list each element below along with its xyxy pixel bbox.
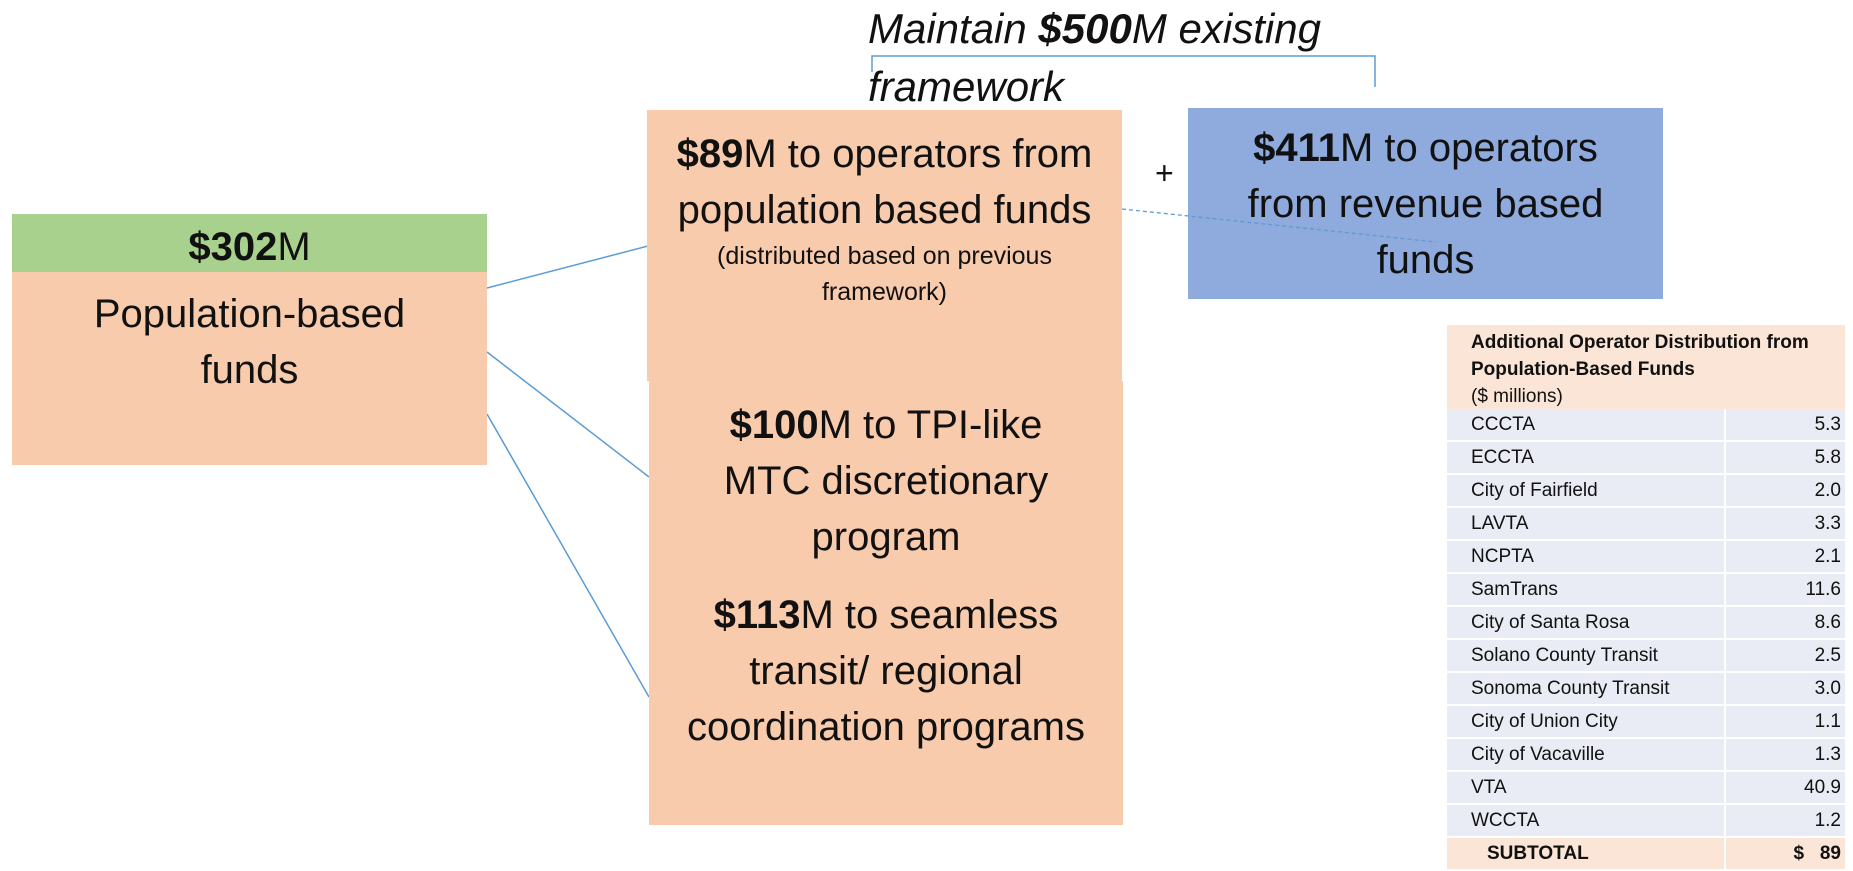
page: Maintain $500M existing framework $302 M …	[12, 0, 1845, 871]
row-value: 3.3	[1814, 513, 1841, 534]
dashed-link	[1121, 208, 1437, 243]
row-name: CCCTA	[1447, 409, 1726, 440]
operator-box: $89M to operators from population based …	[647, 110, 1122, 381]
row-name: City of Santa Rosa	[1447, 607, 1726, 638]
row-name: Sonoma County Transit	[1447, 673, 1726, 704]
table-row: City of Fairfield 2.0	[1447, 475, 1845, 508]
table-row: CCCTA 5.3	[1447, 409, 1845, 442]
box-note: (distributed based on previous framework…	[717, 242, 1052, 306]
plus-sign: +	[1155, 155, 1174, 191]
connector	[486, 245, 649, 289]
row-name: VTA	[1447, 772, 1726, 803]
row-value: 1.1	[1814, 711, 1841, 732]
row-value: 2.0	[1814, 480, 1841, 501]
table-row: SamTrans 11.6	[1447, 574, 1845, 607]
bracket	[871, 55, 1376, 87]
connector	[486, 413, 650, 698]
table-row: WCCTA 1.2	[1447, 805, 1845, 838]
program-box: $100M to TPI-like MTC discretionary prog…	[649, 381, 1123, 825]
box-amount: $100	[729, 403, 819, 447]
row-value: 2.5	[1814, 645, 1841, 666]
row-value: 1.2	[1814, 810, 1841, 831]
source-box: Population-based funds	[12, 272, 487, 465]
table-row: City of Vacaville 1.3	[1447, 739, 1845, 772]
header-suffix: M existing framework	[868, 5, 1321, 110]
header-amount: $500	[1038, 5, 1132, 52]
box-amount: $89	[676, 132, 744, 176]
program-item: $100M to TPI-like MTC discretionary prog…	[663, 397, 1109, 587]
source-header: $302M	[12, 214, 487, 272]
row-name: LAVTA	[1447, 508, 1726, 539]
box-amount: $411	[1253, 126, 1340, 170]
table-row: ECCTA 5.8	[1447, 442, 1845, 475]
source-label: Population-based funds	[93, 292, 406, 392]
source-unit: M	[277, 225, 311, 269]
box-text: M to TPI-like MTC discretionary program	[723, 403, 1049, 559]
row-value: 8.6	[1814, 612, 1841, 633]
box-amount: $113	[713, 593, 801, 637]
table-unit: ($ millions)	[1471, 386, 1563, 407]
table-row: VTA 40.9	[1447, 772, 1845, 805]
row-value: 40.9	[1804, 777, 1841, 798]
row-name: SUBTOTAL	[1447, 838, 1726, 869]
row-name: WCCTA	[1447, 805, 1726, 836]
row-name: City of Union City	[1447, 706, 1726, 737]
row-value: 1.3	[1814, 744, 1841, 765]
table-row: LAVTA 3.3	[1447, 508, 1845, 541]
row-name: City of Fairfield	[1447, 475, 1726, 506]
table-header: Additional Operator Distribution from Po…	[1447, 325, 1845, 409]
table-title: Additional Operator Distribution from Po…	[1471, 332, 1809, 380]
row-value: 3.0	[1814, 678, 1841, 699]
row-name: City of Vacaville	[1447, 739, 1726, 770]
table-row: City of Santa Rosa 8.6	[1447, 607, 1845, 640]
header-prefix: Maintain	[868, 5, 1039, 52]
connectors	[486, 55, 1376, 698]
row-name: ECCTA	[1447, 442, 1726, 473]
table-row: Sonoma County Transit 3.0	[1447, 673, 1845, 706]
total-row: SUBTOTAL $ 89	[1447, 838, 1845, 871]
table-body: CCCTA 5.3 ECCTA 5.8 City of Fairfield 2.0 LAVT…	[1447, 409, 1845, 871]
table-row: City of Union City 1.1	[1447, 706, 1845, 739]
row-name: SamTrans	[1447, 574, 1726, 605]
row-value: 5.8	[1814, 447, 1841, 468]
row-value: 2.1	[1814, 546, 1841, 567]
source-amount: $302	[188, 225, 278, 269]
table-row: Solano County Transit 2.5	[1447, 640, 1845, 673]
box-text: M to seamless transit/ regional coordina…	[687, 593, 1085, 749]
box-text: M to operators from revenue based funds	[1247, 126, 1604, 282]
connector	[486, 351, 650, 478]
header: Maintain $500M existing framework	[868, 0, 1388, 116]
distribution-table: Additional Operator Distribution from Po…	[1447, 325, 1845, 871]
row-name: NCPTA	[1447, 541, 1726, 572]
row-name: Solano County Transit	[1447, 640, 1726, 671]
program-item: $113M to seamless transit/ regional coor…	[663, 587, 1109, 755]
row-value: $ 89	[1793, 843, 1841, 864]
box-text: M to operators from population based fun…	[677, 132, 1093, 232]
revenue-box: $411M to operators from revenue based fu…	[1188, 108, 1663, 299]
table-row: NCPTA 2.1	[1447, 541, 1845, 574]
dashed-line	[1121, 208, 1437, 243]
row-value: 11.6	[1805, 579, 1841, 600]
row-value: 5.3	[1814, 414, 1841, 435]
